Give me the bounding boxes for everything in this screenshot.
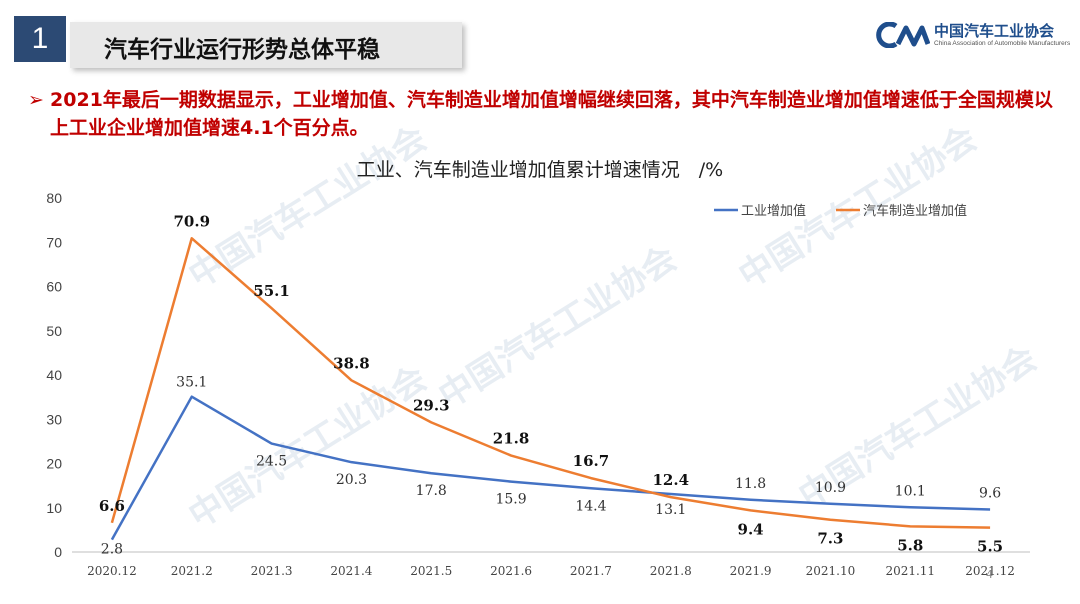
caam-logo-icon bbox=[876, 22, 930, 48]
data-label-auto: 7.3 bbox=[817, 530, 843, 548]
x-tick-label: 2021.6 bbox=[490, 564, 532, 578]
bullet-arrow-icon: ➢ bbox=[28, 89, 44, 111]
data-label-auto: 6.6 bbox=[99, 497, 125, 515]
data-label-industry: 20.3 bbox=[336, 472, 367, 488]
page-number: 4 bbox=[986, 568, 993, 581]
logo-name-en: China Association of Automobile Manufact… bbox=[934, 40, 1071, 47]
x-tick-label: 2021.8 bbox=[650, 564, 692, 578]
y-tick-label: 10 bbox=[46, 500, 62, 516]
x-tick-label: 2021.4 bbox=[330, 564, 372, 578]
data-label-industry: 24.5 bbox=[256, 454, 287, 470]
data-label-industry: 13.1 bbox=[655, 502, 686, 518]
logo-name-cn: 中国汽车工业协会 bbox=[934, 22, 1055, 40]
x-tick-label: 2021.7 bbox=[570, 564, 612, 578]
data-label-auto: 55.1 bbox=[253, 282, 290, 300]
series-line-industry bbox=[110, 395, 991, 541]
x-tick-label: 2020.12 bbox=[87, 564, 137, 578]
x-tick-label: 2021.11 bbox=[885, 564, 935, 578]
y-tick-label: 20 bbox=[46, 456, 62, 472]
legend-label-auto: 汽车制造业增加值 bbox=[863, 203, 967, 219]
y-tick-label: 40 bbox=[46, 367, 62, 383]
data-label-industry: 2.8 bbox=[101, 542, 123, 558]
data-label-industry: 10.1 bbox=[895, 483, 926, 499]
x-tick-label: 2021.3 bbox=[251, 564, 293, 578]
data-label-industry: 17.8 bbox=[416, 483, 447, 499]
data-label-industry: 11.8 bbox=[735, 476, 766, 492]
summary-bullet: ➢ 2021年最后一期数据显示，工业增加值、汽车制造业增加值增幅继续回落，其中汽… bbox=[28, 86, 1058, 142]
x-tick-label: 2021.12 bbox=[965, 564, 1015, 578]
y-tick-label: 80 bbox=[46, 190, 62, 206]
x-tick-label: 2021.2 bbox=[171, 564, 213, 578]
y-tick-label: 50 bbox=[46, 323, 62, 339]
caam-logo: 中国汽车工业协会 China Association of Automobile… bbox=[876, 20, 1070, 54]
slide-number: 1 bbox=[14, 16, 66, 62]
data-label-auto: 21.8 bbox=[493, 430, 530, 448]
y-tick-label: 60 bbox=[46, 279, 62, 295]
data-label-auto: 29.3 bbox=[413, 396, 450, 414]
x-tick-label: 2021.9 bbox=[730, 564, 772, 578]
summary-text: 2021年最后一期数据显示，工业增加值、汽车制造业增加值增幅继续回落，其中汽车制… bbox=[50, 89, 1053, 139]
data-label-auto: 5.8 bbox=[897, 536, 923, 554]
y-tick-label: 0 bbox=[54, 544, 62, 560]
data-label-industry: 14.4 bbox=[575, 498, 606, 514]
data-label-auto: 70.9 bbox=[173, 212, 210, 230]
data-label-auto: 5.5 bbox=[977, 538, 1003, 556]
data-label-auto: 16.7 bbox=[573, 452, 610, 470]
slide-title-bar: 汽车行业运行形势总体平稳 bbox=[70, 22, 462, 68]
y-tick-label: 30 bbox=[46, 411, 62, 427]
data-label-industry: 35.1 bbox=[176, 375, 207, 391]
x-tick-label: 2021.10 bbox=[806, 564, 856, 578]
data-label-industry: 9.6 bbox=[979, 486, 1001, 502]
legend-label-industry: 工业增加值 bbox=[741, 203, 806, 219]
data-label-industry: 10.9 bbox=[815, 480, 846, 496]
y-tick-label: 70 bbox=[46, 234, 62, 250]
x-tick-label: 2021.5 bbox=[410, 564, 452, 578]
data-label-auto: 12.4 bbox=[652, 471, 689, 489]
chart-title: 工业、汽车制造业增加值累计增速情况 /% bbox=[357, 159, 723, 181]
slide-title: 汽车行业运行形势总体平稳 bbox=[104, 37, 380, 63]
data-label-auto: 9.4 bbox=[738, 520, 764, 538]
data-label-auto: 38.8 bbox=[333, 354, 370, 372]
data-label-industry: 15.9 bbox=[495, 492, 526, 508]
series-line-auto bbox=[110, 237, 991, 529]
